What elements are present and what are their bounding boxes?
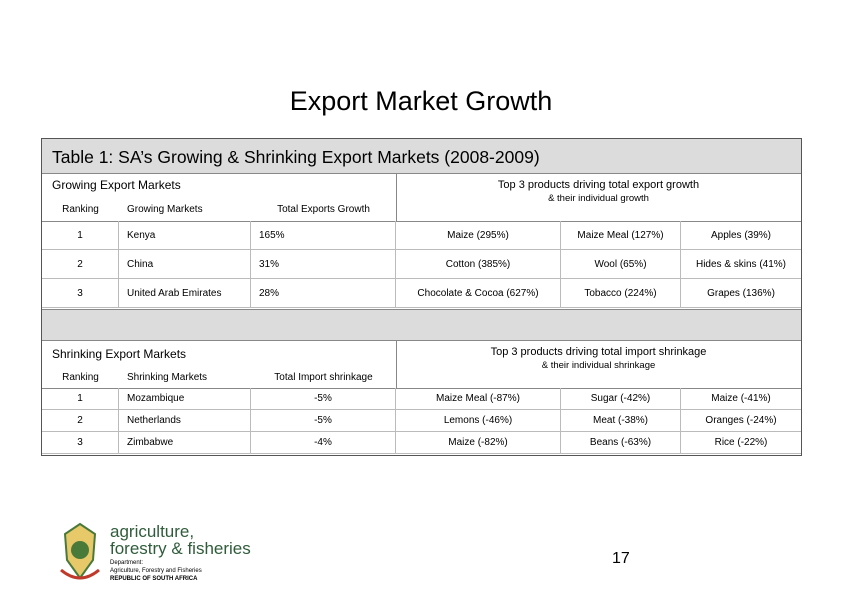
table-cell: Lemons (-46%): [396, 410, 561, 432]
emblem: [60, 522, 100, 580]
table-cell: 31%: [251, 250, 396, 279]
table-cell: Maize (295%): [396, 221, 561, 250]
column-header: Ranking: [62, 203, 99, 215]
table-cell: Maize Meal (-87%): [396, 388, 561, 410]
table-cell: Maize (-82%): [396, 432, 561, 454]
section-label: Shrinking Export Markets: [52, 347, 187, 361]
table-cell: Wool (65%): [561, 250, 681, 279]
column-header: Shrinking Markets: [127, 371, 208, 383]
table-cell: Grapes (136%): [681, 279, 801, 308]
products-subheader: & their individual growth: [548, 192, 649, 204]
table-cell: 165%: [251, 221, 396, 250]
header-rule: [42, 221, 801, 222]
separator-band: [42, 309, 801, 341]
table-cell: 1: [42, 221, 119, 250]
column-header: Ranking: [62, 371, 99, 383]
section-label: Growing Export Markets: [52, 178, 181, 192]
table-cell: 3: [42, 432, 119, 454]
table: Table 1: SA’s Growing & Shrinking Export…: [41, 138, 802, 456]
header-rule: [42, 388, 801, 389]
logo-line: agriculture,: [110, 522, 195, 541]
table-cell: -4%: [251, 432, 396, 454]
table-cell: 2: [42, 410, 119, 432]
table-cell: Zimbabwe: [119, 432, 251, 454]
column-header: Total Import shrinkage: [274, 371, 373, 383]
table-cell: -5%: [251, 410, 396, 432]
table-cell: Rice (-22%): [681, 432, 801, 454]
divider: [396, 341, 397, 388]
table-cell: Meat (-38%): [561, 410, 681, 432]
table-cell: Cotton (385%): [396, 250, 561, 279]
divider: [396, 174, 397, 221]
products-header: Top 3 products driving total export grow…: [497, 179, 700, 191]
table-cell: China: [119, 250, 251, 279]
table-cell: Beans (-63%): [561, 432, 681, 454]
table-caption: Table 1: SA’s Growing & Shrinking Export…: [52, 147, 540, 167]
logo-country: REPUBLIC OF SOUTH AFRICA: [110, 576, 198, 582]
column-header: Total Exports Growth: [277, 203, 370, 215]
table-cell: Tobacco (224%): [561, 279, 681, 308]
table-cell: Hides & skins (41%): [681, 250, 801, 279]
table-cell: Chocolate & Cocoa (627%): [396, 279, 561, 308]
slide-title: Export Market Growth: [289, 86, 553, 116]
table-cell: Oranges (-24%): [681, 410, 801, 432]
logo-line: forestry & fisheries: [110, 539, 251, 558]
table-cell: Apples (39%): [681, 221, 801, 250]
table-cell: 3: [42, 279, 119, 308]
table-cell: Mozambique: [119, 388, 251, 410]
table-cell: Netherlands: [119, 410, 251, 432]
table-cell: Maize Meal (127%): [561, 221, 681, 250]
products-header: Top 3 products driving total import shri…: [490, 346, 707, 358]
table-cell: 28%: [251, 279, 396, 308]
logo-dept-name: Agriculture, Forestry and Fisheries: [110, 568, 202, 574]
table-cell: 1: [42, 388, 119, 410]
products-subheader: & their individual shrinkage: [541, 359, 656, 371]
table-cell: -5%: [251, 388, 396, 410]
page-number: 17: [612, 550, 630, 567]
table-cell: Kenya: [119, 221, 251, 250]
caption-row: Table 1: SA’s Growing & Shrinking Export…: [42, 139, 801, 174]
table-cell: United Arab Emirates: [119, 279, 251, 308]
table-cell: Sugar (-42%): [561, 388, 681, 410]
column-header: Growing Markets: [127, 203, 203, 215]
table-cell: Maize (-41%): [681, 388, 801, 410]
table-cell: 2: [42, 250, 119, 279]
logo-dept: Department:: [110, 560, 144, 566]
